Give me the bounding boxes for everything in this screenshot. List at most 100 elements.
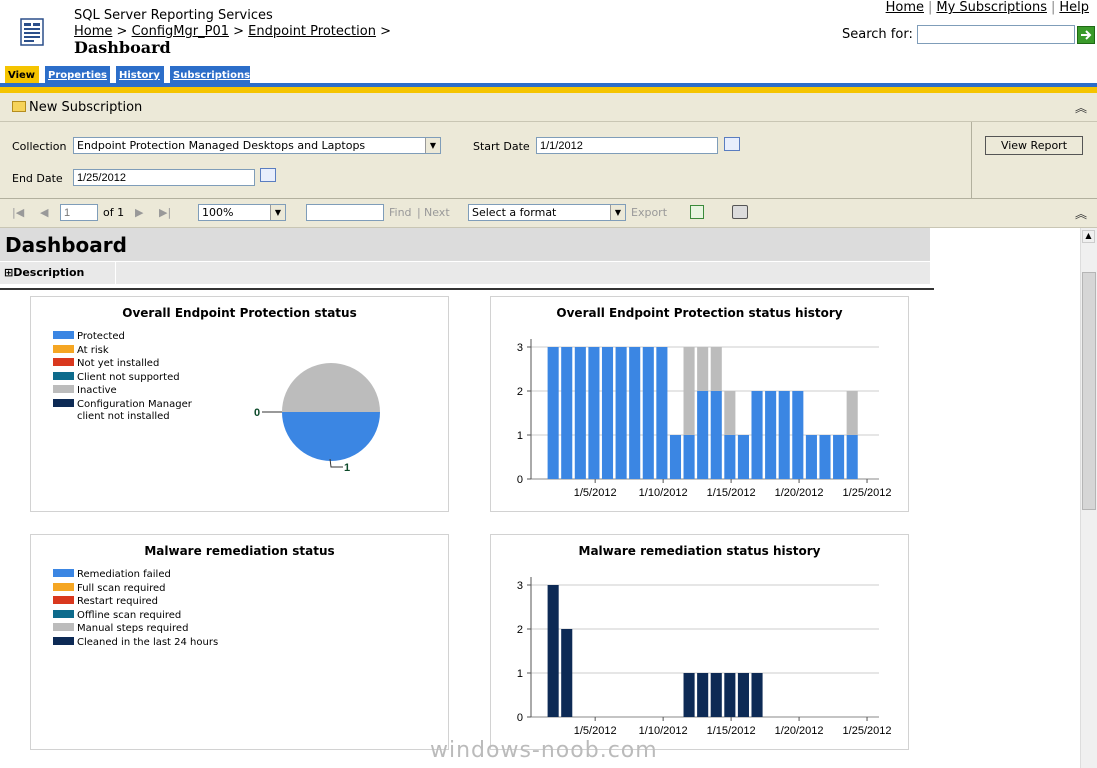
legend-item: Inactive (53, 385, 222, 399)
bar (737, 435, 749, 479)
bar (683, 435, 695, 479)
tab-strip: View Properties History Subscriptions (0, 66, 1097, 88)
bar (833, 435, 845, 479)
report-toolbar: |◀ ◀ of 1 ▶ ▶| 100% ▼ Find | Next Select… (0, 199, 1097, 228)
last-page-icon[interactable]: ▶| (159, 206, 172, 219)
find-sep: | (417, 206, 421, 219)
pie-chart: 01 (254, 363, 380, 474)
legend-swatch (53, 582, 74, 591)
tab-subscriptions[interactable]: Subscriptions (170, 66, 250, 88)
expand-icon: ⊞ (4, 266, 14, 279)
bar (656, 347, 668, 479)
description-toggle[interactable]: ⊞Description (0, 262, 116, 284)
bar (724, 435, 736, 479)
pie-slice (282, 363, 380, 412)
arrow-right-icon (1081, 30, 1092, 40)
remediation-history-panel: Malware remediation status history 0 1 2 3 1… (490, 534, 909, 750)
help-link[interactable]: Help (1059, 0, 1089, 15)
report-title: Dashboard (5, 233, 127, 257)
start-date-input[interactable] (536, 137, 718, 154)
tab-history[interactable]: History (116, 66, 164, 88)
scroll-up-icon[interactable]: ▲ (1082, 230, 1095, 243)
prev-page-icon[interactable]: ◀ (40, 206, 49, 219)
breadcrumb-endpoint-protection[interactable]: Endpoint Protection (248, 24, 376, 39)
first-page-icon[interactable]: |◀ (12, 206, 25, 219)
legend-item: Not yet installed (53, 358, 222, 372)
find-link[interactable]: Find (389, 206, 412, 219)
description-label: Description (13, 266, 85, 279)
system-title: SQL Server Reporting Services (74, 8, 273, 23)
legend-item: Cleaned in the last 24 hours (53, 636, 218, 651)
legend-swatch (53, 398, 74, 407)
zoom-select[interactable]: 100% ▼ (198, 204, 286, 221)
global-links: Home | My Subscriptions | Help (886, 0, 1089, 15)
link-sep: | (1050, 0, 1056, 15)
end-date-input[interactable] (73, 169, 255, 186)
data-label: 0 (254, 407, 260, 419)
legend-swatch (53, 596, 74, 604)
bar (724, 391, 736, 435)
legend-item: Configuration Manager client not install… (53, 398, 222, 423)
home-link[interactable]: Home (885, 0, 924, 15)
watermark: windows-noob.com (430, 738, 658, 763)
bar (683, 347, 695, 435)
x-tick-label: 1/10/2012 (639, 725, 688, 737)
export-format-select[interactable]: Select a format ▼ (468, 204, 626, 221)
bar (561, 347, 573, 479)
chart-legend: Remediation failed Full scan required Re… (53, 569, 218, 650)
end-date-label: End Date (12, 172, 63, 185)
search-input[interactable] (917, 25, 1075, 44)
page-number-input[interactable] (60, 204, 98, 221)
start-date-label: Start Date (473, 140, 530, 153)
bar (642, 347, 654, 479)
export-link[interactable]: Export (631, 206, 668, 219)
collection-select[interactable]: Endpoint Protection Managed Desktops and… (73, 137, 441, 154)
y-tick-label: 2 (517, 386, 523, 398)
bar (547, 347, 559, 479)
report-viewer: Dashboard ⊞Description Overall Endpoint … (0, 228, 1080, 768)
bar (751, 391, 763, 479)
breadcrumb-configmgr[interactable]: ConfigMgr_P01 (131, 24, 229, 39)
bar (615, 347, 627, 479)
bar (683, 673, 695, 717)
chevron-down-icon: ▼ (270, 205, 285, 220)
bar (697, 347, 709, 391)
calendar-icon[interactable] (724, 137, 740, 151)
next-page-icon[interactable]: ▶ (135, 206, 144, 219)
bar (846, 391, 858, 435)
leader-line (329, 458, 343, 468)
report-title-band: Dashboard (0, 228, 930, 261)
find-input[interactable] (306, 204, 384, 221)
collapse-params-icon[interactable]: ︽ (1074, 207, 1087, 221)
report-server-icon (20, 18, 44, 46)
legend-swatch (53, 358, 74, 366)
tab-view[interactable]: View (5, 66, 39, 88)
next-link[interactable]: Next (424, 206, 450, 219)
print-icon[interactable] (732, 205, 748, 219)
my-subscriptions-link[interactable]: My Subscriptions (936, 0, 1047, 15)
legend-swatch (53, 344, 74, 353)
y-tick-label: 3 (517, 580, 523, 592)
bar (574, 347, 586, 479)
bar (710, 347, 722, 391)
refresh-icon[interactable] (690, 205, 704, 219)
legend-item: Remediation failed (53, 569, 218, 583)
bar (724, 673, 736, 717)
collapse-toolbar-icon[interactable]: ︽ (1074, 101, 1087, 115)
breadcrumb-home[interactable]: Home (74, 24, 113, 39)
new-subscription-button[interactable]: New Subscription (12, 100, 142, 115)
search-go-button[interactable] (1077, 26, 1095, 44)
header-rule (0, 288, 934, 290)
tab-properties[interactable]: Properties (45, 66, 110, 88)
calendar-icon[interactable] (260, 168, 276, 182)
x-tick-label: 1/20/2012 (775, 487, 824, 499)
legend-swatch (53, 569, 74, 577)
tab-band (0, 87, 1097, 93)
status-history-panel: Overall Endpoint Protection status histo… (490, 296, 909, 512)
legend-item: Full scan required (53, 582, 218, 597)
y-tick-label: 3 (517, 342, 523, 354)
scroll-thumb[interactable] (1082, 272, 1096, 510)
bar (765, 391, 777, 479)
view-report-button[interactable]: View Report (985, 136, 1083, 155)
bar (710, 391, 722, 479)
